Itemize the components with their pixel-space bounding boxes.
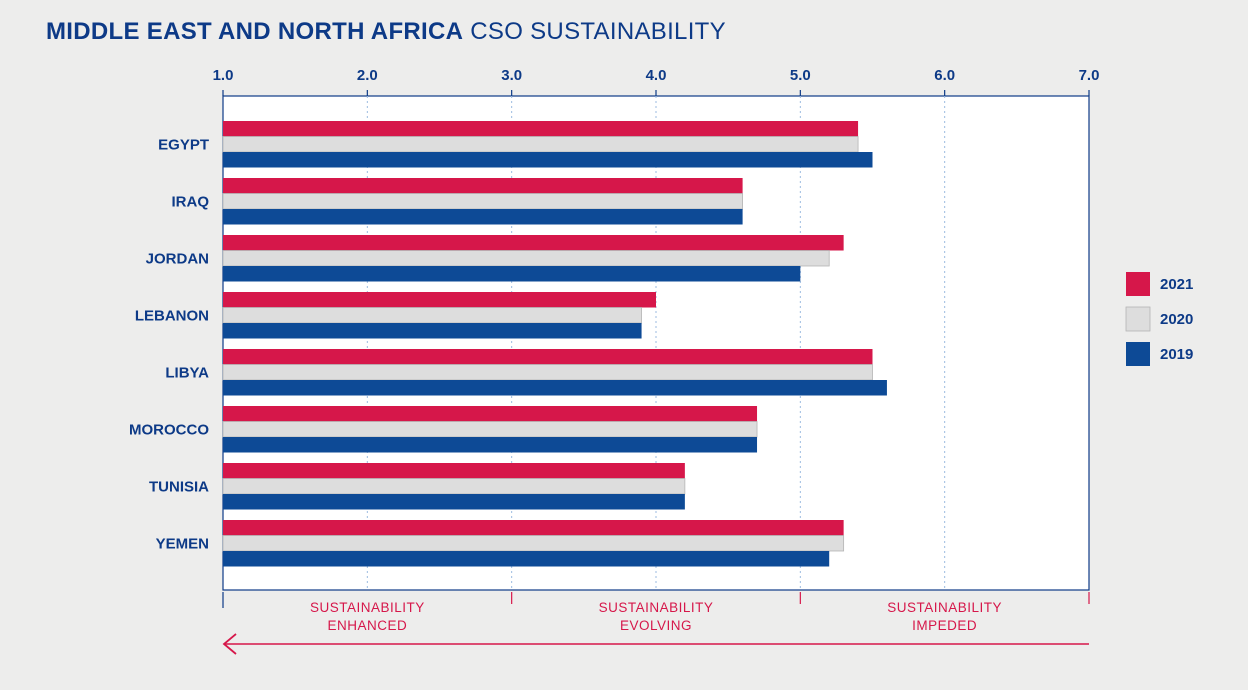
category-label: LIBYA — [165, 364, 209, 381]
zone-label-line2: ENHANCED — [327, 618, 407, 633]
legend-swatch-2019 — [1126, 342, 1150, 366]
legend-swatch-2020 — [1125, 306, 1151, 332]
direction-arrow-head — [222, 633, 237, 655]
bar-2021 — [223, 520, 844, 536]
category-label: JORDAN — [146, 250, 209, 267]
bar-2020 — [222, 535, 845, 552]
bar-2020 — [222, 364, 873, 381]
bar-2021 — [223, 406, 758, 422]
category-label: TUNISIA — [149, 478, 209, 495]
zone-label-line2: IMPEDED — [912, 618, 977, 633]
bar-2020 — [222, 193, 743, 210]
bar-2021 — [223, 463, 685, 479]
legend-swatch-2021 — [1126, 272, 1150, 296]
bar-2021 — [223, 235, 844, 251]
legend-label-2019: 2019 — [1160, 346, 1193, 363]
bar-2019 — [223, 380, 887, 396]
x-tick-label: 7.0 — [1079, 67, 1100, 84]
x-tick-label: 6.0 — [934, 67, 955, 84]
bar-2019 — [223, 209, 743, 225]
bar-2020 — [222, 478, 686, 495]
legend-label-2020: 2020 — [1160, 311, 1193, 328]
category-label: MOROCCO — [129, 421, 209, 438]
category-label: LEBANON — [135, 307, 209, 324]
bar-2021 — [223, 292, 656, 308]
zone-label-line1: SUSTAINABILITY — [599, 600, 714, 615]
chart-title-light: CSO SUSTAINABILITY — [470, 18, 726, 45]
bar-2019 — [223, 494, 685, 510]
bar-2020 — [222, 250, 830, 267]
x-tick-label: 4.0 — [646, 67, 667, 84]
x-tick-label: 1.0 — [213, 67, 234, 84]
bar-2019 — [223, 266, 801, 282]
bar-2021 — [223, 121, 859, 137]
bar-2020 — [222, 136, 859, 153]
chart-title: MIDDLE EAST AND NORTH AFRICA CSO SUSTAIN… — [46, 18, 726, 46]
zone-label-line2: EVOLVING — [620, 618, 692, 633]
bar-2020 — [222, 421, 758, 438]
bar-2021 — [223, 349, 873, 365]
bar-2019 — [223, 152, 873, 168]
bar-2021 — [223, 178, 743, 194]
category-label: EGYPT — [158, 136, 209, 153]
zone-label-line1: SUSTAINABILITY — [310, 600, 425, 615]
chart-title-bold: MIDDLE EAST AND NORTH AFRICA — [46, 18, 464, 45]
x-tick-label: 3.0 — [501, 67, 522, 84]
x-tick-label: 2.0 — [357, 67, 378, 84]
bar-2019 — [223, 437, 758, 453]
bar-2020 — [222, 307, 642, 324]
bar-2019 — [223, 551, 830, 567]
zone-label-line1: SUSTAINABILITY — [887, 600, 1002, 615]
x-tick-label: 5.0 — [790, 67, 811, 84]
bar-2019 — [223, 323, 642, 339]
legend-label-2021: 2021 — [1160, 276, 1193, 293]
category-label: YEMEN — [156, 535, 209, 552]
category-label: IRAQ — [172, 193, 210, 210]
